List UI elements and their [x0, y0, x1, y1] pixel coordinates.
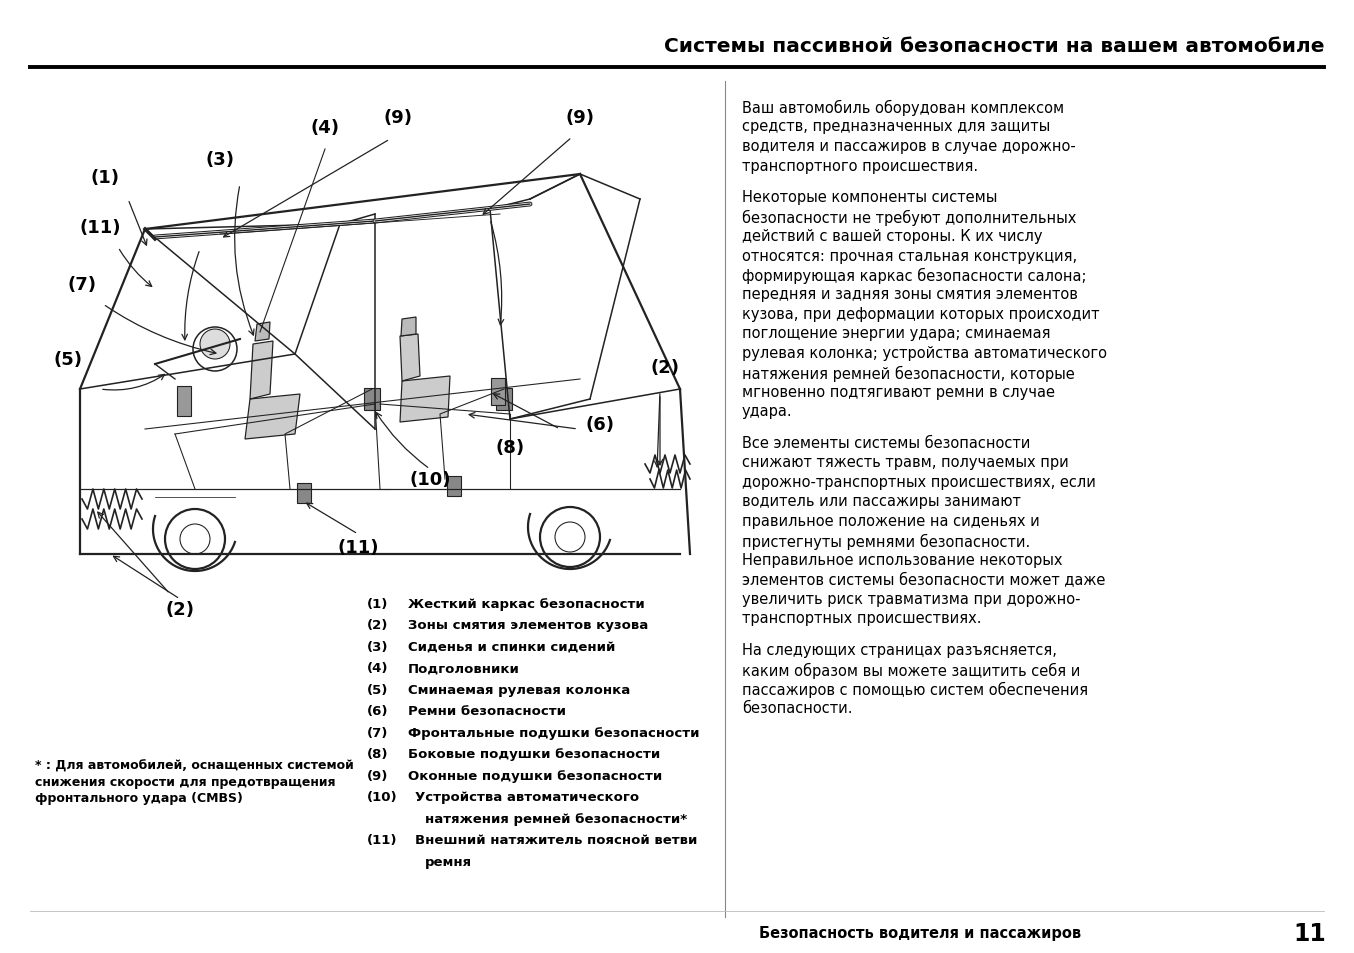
Text: формирующая каркас безопасности салона;: формирующая каркас безопасности салона; [742, 268, 1086, 284]
Text: натяжения ремней безопасности, которые: натяжения ремней безопасности, которые [742, 365, 1075, 381]
Text: Некоторые компоненты системы: Некоторые компоненты системы [742, 190, 998, 205]
FancyBboxPatch shape [496, 389, 512, 411]
Text: (5): (5) [367, 683, 389, 697]
Text: (8): (8) [496, 438, 524, 456]
Text: пристегнуты ремнями безопасности.: пристегнуты ремнями безопасности. [742, 533, 1030, 549]
Text: (2): (2) [367, 618, 389, 632]
Text: транспортного происшествия.: транспортного происшествия. [742, 158, 978, 173]
Text: (11): (11) [337, 538, 379, 557]
Text: Оконные подушки безопасности: Оконные подушки безопасности [408, 769, 662, 782]
Text: средств, предназначенных для защиты: средств, предназначенных для защиты [742, 119, 1051, 134]
Text: безопасности не требуют дополнительных: безопасности не требуют дополнительных [742, 210, 1076, 226]
Text: кузова, при деформации которых происходит: кузова, при деформации которых происходи… [742, 307, 1099, 322]
Text: (10): (10) [367, 791, 398, 803]
Polygon shape [255, 323, 269, 341]
Text: (4): (4) [310, 119, 340, 137]
Text: (4): (4) [367, 661, 389, 675]
Text: (10): (10) [409, 471, 451, 489]
Text: водителя и пассажиров в случае дорожно-: водителя и пассажиров в случае дорожно- [742, 139, 1075, 153]
Text: удара.: удара. [742, 404, 792, 419]
Text: (6): (6) [585, 416, 615, 434]
Text: (8): (8) [367, 748, 389, 760]
Text: правильное положение на сиденьях и: правильное положение на сиденьях и [742, 514, 1040, 529]
Text: Системы пассивной безопасности на вашем автомобиле: Системы пассивной безопасности на вашем … [663, 36, 1324, 55]
Text: Ремни безопасности: Ремни безопасности [408, 705, 566, 718]
Text: пассажиров с помощью систем обеспечения: пассажиров с помощью систем обеспечения [742, 681, 1089, 698]
Text: Жесткий каркас безопасности: Жесткий каркас безопасности [408, 598, 645, 610]
FancyBboxPatch shape [492, 378, 505, 406]
Text: (6): (6) [367, 705, 389, 718]
Text: Безопасность водителя и пассажиров: Безопасность водителя и пассажиров [760, 925, 1080, 941]
Text: снижают тяжесть травм, получаемых при: снижают тяжесть травм, получаемых при [742, 455, 1068, 470]
Text: Устройства автоматического: Устройства автоматического [414, 791, 639, 803]
FancyBboxPatch shape [177, 387, 191, 416]
Text: Подголовники: Подголовники [408, 661, 520, 675]
Text: (1): (1) [91, 169, 119, 187]
Text: (2): (2) [650, 358, 680, 376]
Polygon shape [399, 335, 420, 381]
Text: 11: 11 [1293, 921, 1327, 945]
Polygon shape [399, 376, 450, 422]
Text: (9): (9) [383, 109, 413, 127]
Polygon shape [245, 395, 301, 439]
Text: Ваш автомобиль оборудован комплексом: Ваш автомобиль оборудован комплексом [742, 100, 1064, 116]
Text: передняя и задняя зоны смятия элементов: передняя и задняя зоны смятия элементов [742, 287, 1078, 302]
Polygon shape [250, 341, 274, 399]
Text: каким образом вы можете защитить себя и: каким образом вы можете защитить себя и [742, 661, 1080, 678]
Text: (7): (7) [367, 726, 389, 740]
Text: (3): (3) [367, 640, 389, 654]
Text: Неправильное использование некоторых: Неправильное использование некоторых [742, 553, 1063, 567]
Text: Сиденья и спинки сидений: Сиденья и спинки сидений [408, 640, 615, 654]
Text: дорожно-транспортных происшествиях, если: дорожно-транспортных происшествиях, если [742, 475, 1095, 490]
Text: (2): (2) [165, 600, 195, 618]
Text: безопасности.: безопасности. [742, 700, 853, 716]
Text: Фронтальные подушки безопасности: Фронтальные подушки безопасности [408, 726, 700, 740]
Text: Боковые подушки безопасности: Боковые подушки безопасности [408, 748, 661, 760]
Text: мгновенно подтягивают ремни в случае: мгновенно подтягивают ремни в случае [742, 385, 1055, 399]
Text: рулевая колонка; устройства автоматического: рулевая колонка; устройства автоматическ… [742, 346, 1108, 360]
Text: ремня: ремня [425, 855, 473, 868]
Text: увеличить риск травматизма при дорожно-: увеличить риск травматизма при дорожно- [742, 592, 1080, 606]
Text: водитель или пассажиры занимают: водитель или пассажиры занимают [742, 494, 1021, 509]
Text: На следующих страницах разъясняется,: На следующих страницах разъясняется, [742, 642, 1057, 658]
Text: Внешний натяжитель поясной ветви: Внешний натяжитель поясной ветви [414, 834, 697, 846]
Text: (11): (11) [367, 834, 398, 846]
Text: Зоны смятия элементов кузова: Зоны смятия элементов кузова [408, 618, 649, 632]
FancyBboxPatch shape [364, 389, 380, 411]
Text: (5): (5) [54, 351, 83, 369]
Text: элементов системы безопасности может даже: элементов системы безопасности может даж… [742, 572, 1105, 587]
Text: * : Для автомобилей, оснащенных системой: * : Для автомобилей, оснащенных системой [35, 760, 353, 772]
Text: фронтального удара (CMBS): фронтального удара (CMBS) [35, 791, 242, 804]
Text: (11): (11) [80, 219, 121, 236]
Text: (3): (3) [206, 151, 234, 169]
Text: поглощение энергии удара; сминаемая: поглощение энергии удара; сминаемая [742, 326, 1051, 341]
Text: транспортных происшествиях.: транспортных происшествиях. [742, 611, 982, 626]
Text: Сминаемая рулевая колонка: Сминаемая рулевая колонка [408, 683, 630, 697]
Text: относятся: прочная стальная конструкция,: относятся: прочная стальная конструкция, [742, 248, 1078, 263]
FancyBboxPatch shape [297, 483, 311, 503]
Text: снижения скорости для предотвращения: снижения скорости для предотвращения [35, 775, 336, 788]
Circle shape [200, 330, 230, 359]
Text: (9): (9) [367, 769, 389, 782]
Text: (1): (1) [367, 598, 389, 610]
Polygon shape [401, 317, 416, 336]
Text: (9): (9) [566, 109, 594, 127]
FancyBboxPatch shape [447, 476, 460, 497]
Text: (7): (7) [68, 275, 96, 294]
Text: Все элементы системы безопасности: Все элементы системы безопасности [742, 436, 1030, 451]
Text: действий с вашей стороны. К их числу: действий с вашей стороны. К их числу [742, 229, 1043, 244]
Text: натяжения ремней безопасности*: натяжения ремней безопасности* [425, 812, 686, 825]
